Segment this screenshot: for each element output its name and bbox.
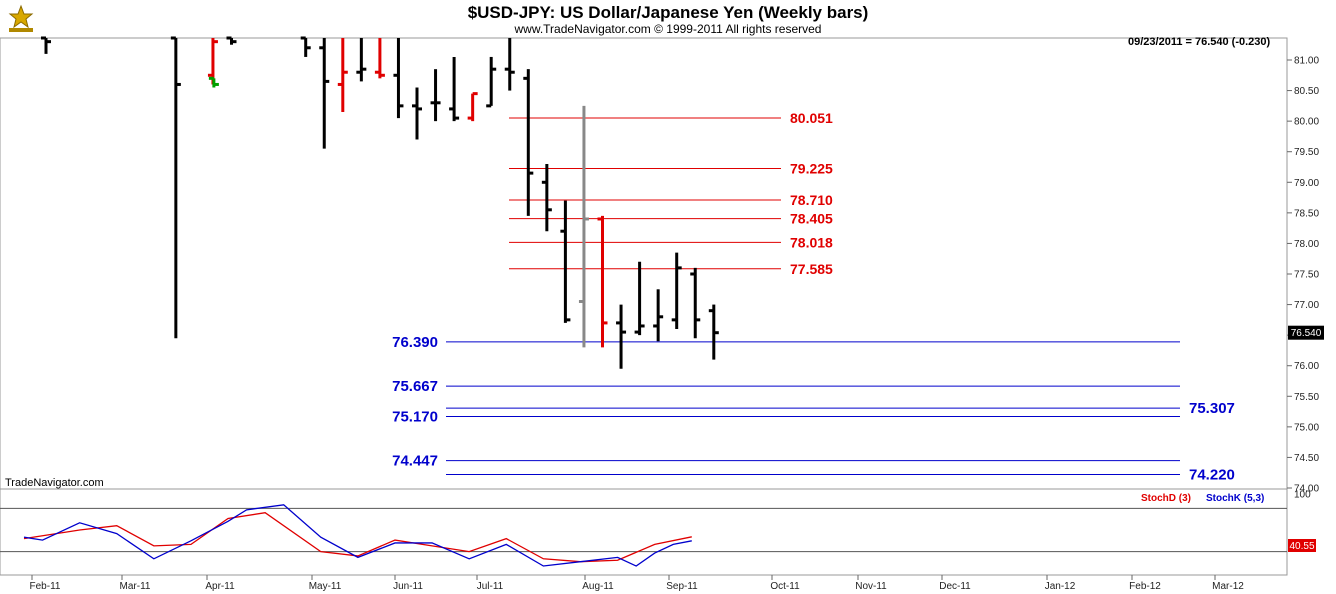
- price-bar: [671, 252, 682, 330]
- watermark-text: TradeNavigator.com: [5, 477, 104, 489]
- price-bar: [634, 261, 645, 336]
- price-tick-label: 79.50: [1294, 147, 1319, 158]
- date-tick-label: Aug-11: [582, 581, 614, 592]
- price-tick-label: 79.00: [1294, 178, 1319, 189]
- date-tick-label: Nov-11: [855, 581, 887, 592]
- price-bar: [430, 69, 441, 122]
- price-bar: [504, 38, 515, 91]
- price-bar: [300, 36, 311, 57]
- price-bar: [393, 38, 404, 119]
- last-price-tag: 76.540: [1288, 325, 1324, 340]
- price-bar: [708, 304, 719, 360]
- date-tick-label: Jan-12: [1045, 581, 1076, 592]
- date-tick-label: Apr-11: [205, 581, 235, 592]
- date-axis: Feb-11 Mar-11 Apr-11 May-11 Jun-11 Jul-11 Aug-…: [30, 575, 1244, 592]
- resistance-label: 80.051: [790, 110, 833, 126]
- resistance-label: 78.405: [790, 211, 833, 227]
- price-bars: [41, 36, 719, 369]
- stochastic-panel: 100: [0, 490, 1311, 567]
- price-bar: [578, 105, 589, 348]
- price-tick-label: 74.00: [1294, 484, 1319, 495]
- support-label: 74.447: [392, 453, 438, 470]
- price-bar: [226, 36, 237, 45]
- price-tick-label: 80.50: [1294, 86, 1319, 97]
- date-tick-label: Dec-11: [939, 581, 971, 592]
- price-bar: [560, 200, 571, 323]
- trade-navigator-logo-icon: [6, 4, 36, 34]
- price-bar: [374, 38, 385, 79]
- legend-stochk: StochK (5,3): [1206, 493, 1264, 504]
- support-label: 74.220: [1189, 467, 1235, 484]
- price-tick-label: 75.00: [1294, 422, 1319, 433]
- last-price-label: 76.540: [1291, 328, 1322, 339]
- price-bar: [170, 36, 181, 339]
- price-tick-label: 80.00: [1294, 117, 1319, 128]
- price-bar: [356, 38, 367, 82]
- chart-frame: [0, 37, 1288, 576]
- date-tick-label: May-11: [309, 581, 342, 592]
- price-bar: [653, 289, 664, 342]
- price-bar: [597, 215, 608, 348]
- date-tick-label: Feb-11: [30, 581, 61, 592]
- price-bar: [690, 267, 701, 339]
- chart-title: $USD-JPY: US Dollar/Japanese Yen (Weekly…: [468, 3, 869, 22]
- support-resistance-levels: 80.051 79.225 78.710 78.405 78.018 77.585 76.3…: [392, 110, 1235, 484]
- legend-stochd: StochD (3): [1141, 493, 1191, 504]
- price-bar: [449, 56, 460, 122]
- price-tick-label: 77.50: [1294, 270, 1319, 281]
- last-price-info: 09/23/2011 = 76.540 (-0.230): [1128, 36, 1271, 48]
- price-bar: [486, 56, 497, 108]
- stoch-last-tag: 40.55: [1288, 539, 1316, 552]
- support-label: 75.307: [1189, 400, 1235, 417]
- price-bar: [41, 36, 51, 54]
- resistance-label: 79.225: [790, 161, 833, 177]
- price-bar: [207, 38, 218, 85]
- price-tick-label: 74.50: [1294, 453, 1319, 464]
- resistance-label: 78.018: [790, 234, 833, 250]
- date-tick-label: Jul-11: [477, 581, 504, 592]
- price-bar: [541, 163, 552, 232]
- price-bar: [337, 38, 348, 112]
- resistance-label: 77.585: [790, 261, 833, 277]
- date-tick-label: Feb-12: [1129, 581, 1161, 592]
- date-tick-label: Mar-11: [120, 581, 151, 592]
- price-tick-label: 76.00: [1294, 361, 1319, 372]
- date-tick-label: Sep-11: [666, 581, 698, 592]
- price-bar: [616, 304, 627, 369]
- support-label: 75.170: [392, 408, 438, 425]
- support-label: 76.390: [392, 334, 438, 351]
- date-tick-label: Mar-12: [1212, 581, 1244, 592]
- stoch-tick-label: 100: [1294, 490, 1311, 501]
- price-bar: [523, 69, 534, 216]
- date-tick-label: Jun-11: [393, 581, 423, 592]
- price-tick-label: 81.00: [1294, 56, 1319, 67]
- price-tick-label: 75.50: [1294, 392, 1319, 403]
- price-tick-label: 77.00: [1294, 300, 1319, 311]
- resistance-label: 78.710: [790, 192, 833, 208]
- price-tick-label: 78.50: [1294, 208, 1319, 219]
- price-bar: [412, 87, 422, 140]
- stoch-series-line: [23, 504, 692, 567]
- price-tick-label: 78.00: [1294, 239, 1319, 250]
- price-bar: [467, 92, 478, 122]
- stoch-last-value: 40.55: [1289, 541, 1314, 552]
- price-bar: [319, 38, 330, 149]
- date-tick-label: Oct-11: [770, 581, 800, 592]
- price-bar: [208, 76, 219, 88]
- copyright-text: www.TradeNavigator.com © 1999-2011 All r…: [514, 22, 822, 36]
- price-axis: 74.0074.5075.0075.5076.0076.5077.0077.50…: [1287, 56, 1319, 495]
- support-label: 75.667: [392, 378, 438, 395]
